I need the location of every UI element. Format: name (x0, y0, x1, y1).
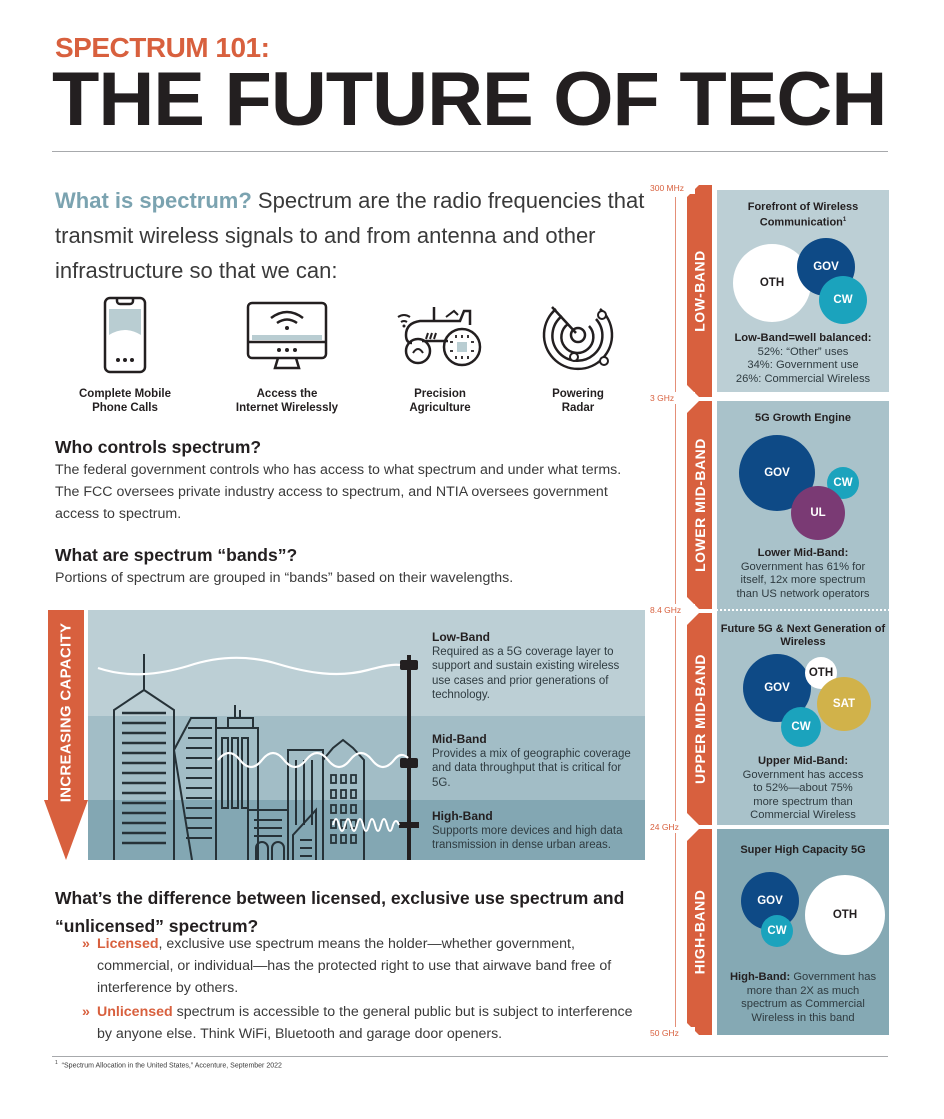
freq-8-4ghz: 8.4 GHz (650, 604, 695, 616)
lower-mid-band-panel: 5G Growth Engine GOV CW UL Lower Mid-Ban… (717, 401, 889, 609)
divider (52, 151, 888, 152)
high-band-panel: Super High Capacity 5G OTH GOV CW High-B… (717, 829, 889, 1035)
licensed-keyword: Licensed (97, 936, 159, 952)
bands-illustration: INCREASING CAPACITY (44, 610, 645, 860)
footnote: 1 “Spectrum Allocation in the United Sta… (55, 1060, 282, 1070)
radar-icon (542, 306, 614, 371)
lower-mid-band-desc: Lower Mid-Band: Government has 61% for i… (736, 547, 870, 600)
licensing-bullets: » Licensed, exclusive use spectrum means… (82, 933, 642, 1047)
low-band-text: Low-Band Required as a 5G coverage layer… (432, 630, 637, 703)
low-band-desc: Low-Band=well balanced: 52%: “Other” use… (734, 332, 872, 385)
mid-band-desc: Provides a mix of geographic coverage an… (432, 747, 631, 789)
spectrum-allocation-column: LOW-BAND LOWER MID-BAND UPPER MID-BAND H… (650, 182, 895, 1039)
use-internet-wireless: Access the Internet Wirelessly (217, 295, 357, 415)
bullet-licensed: » Licensed, exclusive use spectrum means… (82, 933, 642, 999)
upper-mid-band-label: UPPER MID-BAND (691, 654, 708, 784)
monitor-wifi-icon (246, 301, 328, 370)
mid-band-text: Mid-Band Provides a mix of geographic co… (432, 732, 637, 790)
bubble-cw: CW (819, 276, 867, 324)
low-band-label: LOW-BAND (691, 250, 708, 332)
dotted-divider (695, 609, 890, 611)
bubble-gov: GOV (739, 435, 815, 511)
bands-body: Portions of spectrum are grouped in “ban… (55, 570, 514, 586)
high-band-text: High-Band Supports more devices and high… (432, 809, 637, 853)
high-band-desc: Supports more devices and high data tran… (432, 824, 623, 852)
page-title: THE FUTURE OF TECH (52, 57, 887, 142)
chevron-right-icon: » (82, 1004, 90, 1020)
city-skyline-icon (97, 654, 419, 860)
mid-band-name: Mid-Band (432, 732, 487, 746)
kicker: SPECTRUM 101: (55, 32, 270, 63)
upper-mid-band-tab (687, 613, 712, 825)
bubble-cw: CW (761, 915, 793, 947)
chevron-right-icon: » (82, 936, 90, 952)
licensing-heading: What’s the difference between licensed, … (55, 888, 625, 936)
capacity-arrow-icon (44, 610, 88, 860)
freq-24ghz: 24 GHz (650, 821, 695, 833)
tractor-icon (397, 307, 482, 367)
high-band-name: High-Band (432, 809, 493, 823)
upper-mid-band-panel: Future 5G & Next Generation of Wireless … (717, 609, 889, 825)
bubble-cw: CW (781, 707, 821, 747)
who-controls-heading: Who controls spectrum? (55, 437, 262, 457)
bubble-sat: SAT (817, 677, 871, 731)
unlicensed-keyword: Unlicensed (97, 1004, 173, 1020)
lower-mid-band-label: LOWER MID-BAND (691, 438, 708, 572)
low-band-desc: Required as a 5G coverage layer to suppo… (432, 645, 620, 702)
upper-mid-band-desc: Upper Mid-Band: Government has access to… (742, 755, 864, 821)
low-band-tab (687, 185, 712, 397)
smartphone-icon (103, 296, 147, 374)
bands-heading: What are spectrum “bands”? (55, 545, 298, 565)
intro-text: Spectrum are the radio frequencies that … (55, 188, 645, 283)
who-controls-body: The federal government controls who has … (55, 462, 622, 522)
spectrum-uses: Complete Mobile Phone Calls Access the Int… (55, 295, 635, 420)
low-band-layer (88, 610, 645, 716)
high-band-label: HIGH-BAND (691, 889, 708, 975)
low-band-panel: Forefront of Wireless Communication1 OTH… (717, 190, 889, 392)
high-band-desc: High-Band: Government has more than 2X a… (729, 971, 877, 1024)
lower-mid-band-tab (687, 401, 712, 609)
freq-3ghz: 3 GHz (650, 392, 695, 404)
use-mobile-calls: Complete Mobile Phone Calls (55, 295, 195, 415)
high-band-tab (687, 829, 712, 1035)
intro-paragraph: What is spectrum? Spectrum are the radio… (55, 183, 645, 288)
use-precision-agriculture: Precision Agriculture (370, 295, 510, 415)
divider (52, 1056, 888, 1057)
freq-50ghz: 50 GHz (650, 1027, 695, 1039)
use-powering-radar: Powering Radar (508, 295, 648, 415)
bubble-ul: UL (791, 486, 845, 540)
capacity-label: INCREASING CAPACITY (57, 622, 75, 803)
bubble-gov: GOV (743, 654, 811, 722)
bullet-unlicensed: » Unlicensed spectrum is accessible to t… (82, 1001, 642, 1045)
intro-lead: What is spectrum? (55, 188, 252, 213)
low-band-name: Low-Band (432, 630, 490, 644)
bubble-oth: OTH (805, 875, 885, 955)
freq-300mhz: 300 MHz (650, 182, 695, 194)
